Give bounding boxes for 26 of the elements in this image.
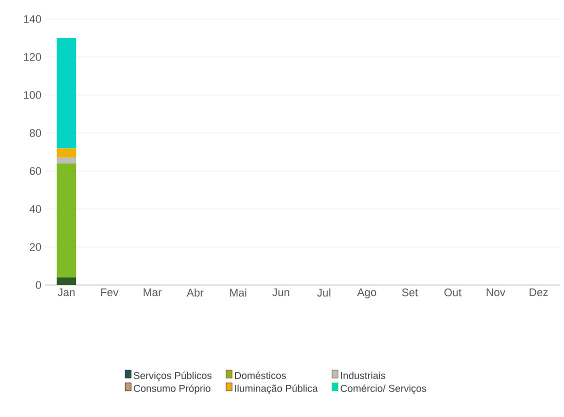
y-tick-label: 80 [30, 129, 42, 137]
y-tick-label: 40 [30, 205, 42, 213]
x-tick-label: Nov [486, 288, 506, 296]
x-tick-label: Dez [530, 288, 548, 296]
x-tick-label: Abr [186, 288, 204, 297]
x-tick-label: Jul [317, 288, 330, 297]
x-tick-label: Ago [357, 288, 376, 298]
legend-label: Domésticos [235, 372, 286, 380]
x-tick-label: Jan [58, 288, 75, 296]
legend-label: Comércio/ Serviços [340, 384, 426, 394]
y-tick-label: 140 [24, 15, 42, 23]
x-tick-label: Set [402, 288, 418, 296]
y-tick-label: 60 [30, 167, 42, 175]
legend-label: Serviços Públicos [134, 372, 212, 382]
x-tick-label: Jun [272, 288, 290, 296]
y-tick-label: 0 [36, 281, 42, 289]
legend-label: Industriais [341, 372, 386, 380]
legend-label: Iluminação Pública [235, 384, 318, 394]
legend-label: Consumo Próprio [134, 384, 210, 394]
x-tick-label: Mar [144, 288, 162, 296]
x-tick-label: Out [444, 288, 462, 296]
x-tick-label: Mai [230, 288, 246, 297]
y-tick-label: 100 [24, 91, 42, 99]
y-tick-label: 120 [24, 53, 42, 61]
y-tick-label: 20 [30, 243, 42, 251]
x-tick-label: Fev [101, 288, 118, 296]
